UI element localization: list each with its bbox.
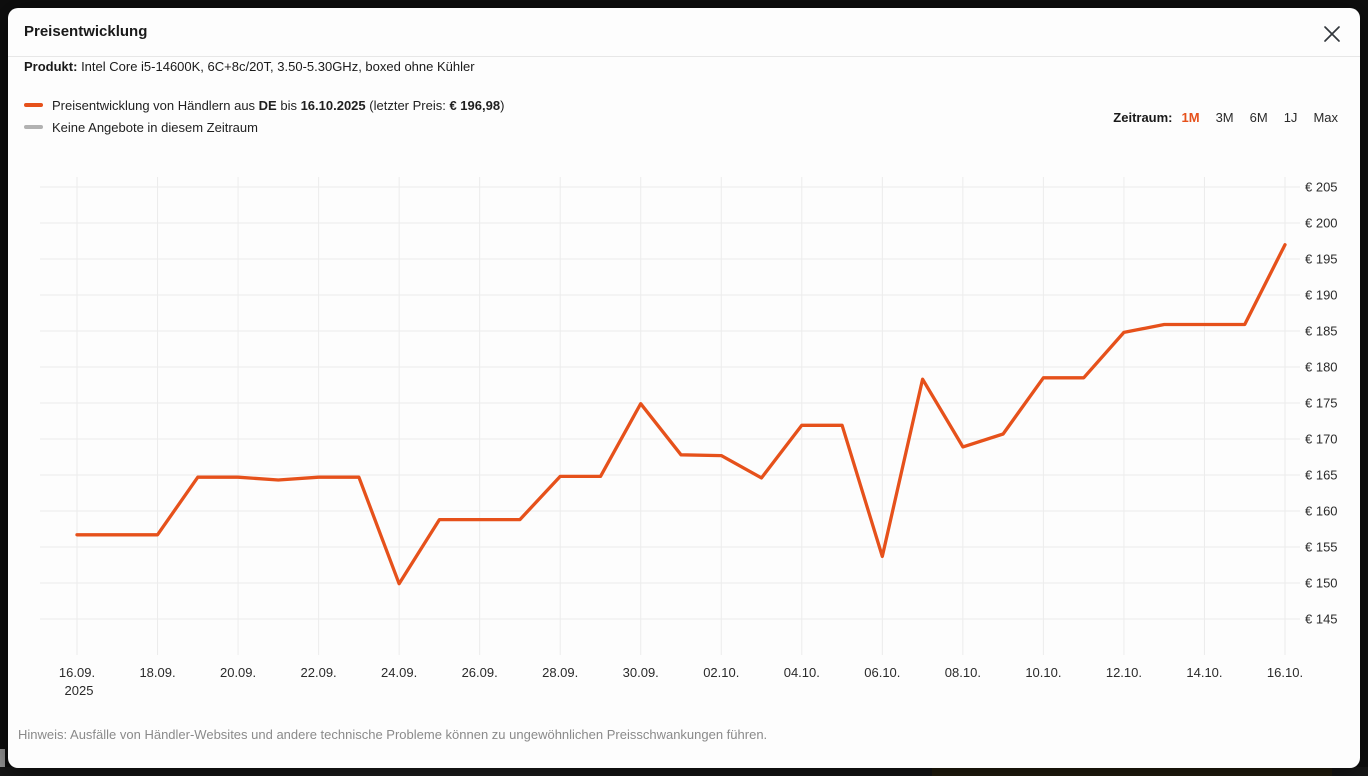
y-axis-label: € 200 [1305, 216, 1338, 231]
price-series-swatch [24, 103, 43, 107]
close-button[interactable] [1316, 18, 1348, 50]
dimmed-page-strip [0, 767, 1368, 776]
last-price: € 196,98 [449, 97, 501, 113]
price-history-dialog: Preisentwicklung Produkt: Intel Core i5-… [8, 8, 1360, 768]
y-axis-label: € 160 [1305, 504, 1338, 519]
close-icon [1324, 26, 1340, 42]
page-scrollbar-fragment [0, 749, 5, 767]
y-axis-label: € 155 [1305, 540, 1338, 555]
end-date: 16.10.2025 [300, 97, 366, 113]
y-axis-label: € 185 [1305, 324, 1338, 339]
legend-item-no-offers-label: Keine Angebote in diesem Zeitraum [52, 119, 258, 135]
price-line [75, 243, 1287, 586]
text-segment: bis [276, 97, 301, 113]
x-axis-label: 16.10. [1267, 665, 1303, 680]
price-chart: € 205 € 200 € 195 € 190 € 185 € 180 € 175 € 170… [40, 177, 1338, 698]
text-segment: (letzter Preis: [365, 97, 450, 113]
dialog-title: Preisentwicklung [24, 23, 148, 40]
range-option-1m[interactable]: 1M [1181, 109, 1200, 125]
x-axis-label: 06.10. [864, 665, 900, 680]
legend-item-no-offers: Keine Angebote in diesem Zeitraum [24, 117, 504, 137]
x-axis-label: 26.09. [462, 665, 498, 680]
range-option-max[interactable]: Max [1313, 109, 1338, 125]
range-option-3m[interactable]: 3M [1215, 109, 1234, 125]
y-axis-label: € 195 [1305, 252, 1338, 267]
y-axis-label: € 150 [1305, 576, 1338, 591]
x-axis-label: 28.09. [542, 665, 578, 680]
x-axis-label: 16.09. [59, 665, 95, 680]
y-axis-label: € 190 [1305, 288, 1338, 303]
no-offers-swatch [24, 125, 43, 129]
product-label: Produkt: [24, 59, 78, 74]
hint-text: Hinweis: Ausfälle von Händler-Websites u… [18, 727, 768, 742]
dimmed-page-content [330, 767, 560, 776]
chart-legend: Preisentwicklung von Händlern aus DE bis… [24, 95, 504, 139]
y-axis-label: € 165 [1305, 468, 1338, 483]
y-axis-label: € 145 [1305, 612, 1338, 627]
range-option-1j[interactable]: 1J [1283, 109, 1298, 125]
y-axis-label: € 180 [1305, 360, 1338, 375]
text-segment: ) [500, 97, 505, 113]
legend-item-price-series: Preisentwicklung von Händlern aus DE bis… [24, 95, 504, 115]
x-axis-label: 20.09. [220, 665, 256, 680]
x-axis-label: 24.09. [381, 665, 417, 680]
product-name: Intel Core i5-14600K, 6C+8c/20T, 3.50-5.… [77, 59, 475, 74]
text-segment: Preisentwicklung von Händlern aus [52, 97, 259, 113]
x-axis-label: 22.09. [301, 665, 337, 680]
x-axis-label: 30.09. [623, 665, 659, 680]
x-axis-label: 04.10. [784, 665, 820, 680]
y-axis-label: € 175 [1305, 396, 1338, 411]
legend-item-price-label: Preisentwicklung von Händlern aus DE bis… [52, 98, 504, 113]
x-axis-label: 12.10. [1106, 665, 1142, 680]
x-axis-label: 18.09. [139, 665, 175, 680]
dimmed-page-content [932, 767, 1332, 776]
x-axis-label: 08.10. [945, 665, 981, 680]
y-axis-label: € 205 [1305, 180, 1338, 195]
time-range-selector: Zeitraum: 1M 3M 6M 1J Max [1113, 109, 1338, 125]
time-range-label: Zeitraum: [1113, 109, 1173, 125]
x-axis-label: 14.10. [1186, 665, 1222, 680]
x-axis-label: 02.10. [703, 665, 739, 680]
range-option-6m[interactable]: 6M [1249, 109, 1268, 125]
x-axis-label: 10.10. [1025, 665, 1061, 680]
dialog-header: Preisentwicklung [8, 8, 1360, 57]
product-info: Produkt: Intel Core i5-14600K, 6C+8c/20T… [24, 59, 475, 74]
country-code: DE [258, 97, 277, 113]
y-axis-label: € 170 [1305, 432, 1338, 447]
x-axis-year-label: 2025 [65, 683, 94, 698]
